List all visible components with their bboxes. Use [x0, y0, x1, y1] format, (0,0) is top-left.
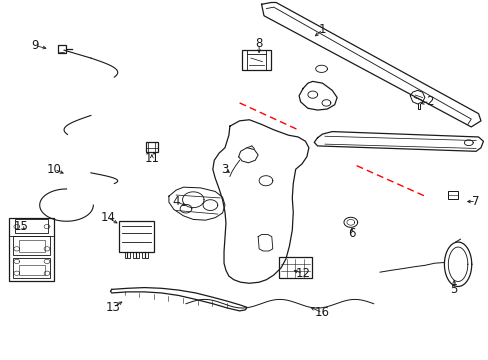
Bar	[278, 257, 311, 278]
Bar	[242, 50, 271, 70]
Text: 10: 10	[47, 163, 61, 176]
Text: 8: 8	[255, 37, 262, 50]
Text: 15: 15	[14, 220, 29, 233]
Bar	[142, 252, 148, 258]
Bar	[447, 192, 457, 199]
Bar	[15, 220, 48, 233]
Text: 3: 3	[221, 163, 228, 176]
Bar	[58, 45, 66, 53]
Bar	[9, 219, 54, 281]
Bar	[13, 235, 50, 255]
Text: 16: 16	[314, 306, 329, 319]
Bar	[19, 265, 44, 275]
Bar	[133, 252, 139, 258]
Text: 13: 13	[105, 301, 120, 314]
Text: 5: 5	[449, 283, 457, 296]
Text: 1: 1	[318, 23, 325, 36]
Text: 7: 7	[471, 195, 479, 208]
Text: 12: 12	[295, 267, 310, 280]
Text: 11: 11	[144, 152, 159, 165]
Text: 9: 9	[31, 39, 39, 52]
Bar	[19, 240, 44, 252]
Text: 6: 6	[347, 227, 355, 240]
Bar	[124, 252, 130, 258]
Text: 14: 14	[100, 211, 115, 224]
Bar	[13, 258, 50, 278]
Bar	[119, 221, 154, 252]
Text: 2: 2	[425, 95, 433, 108]
Bar	[145, 141, 158, 152]
Text: 4: 4	[172, 195, 180, 208]
